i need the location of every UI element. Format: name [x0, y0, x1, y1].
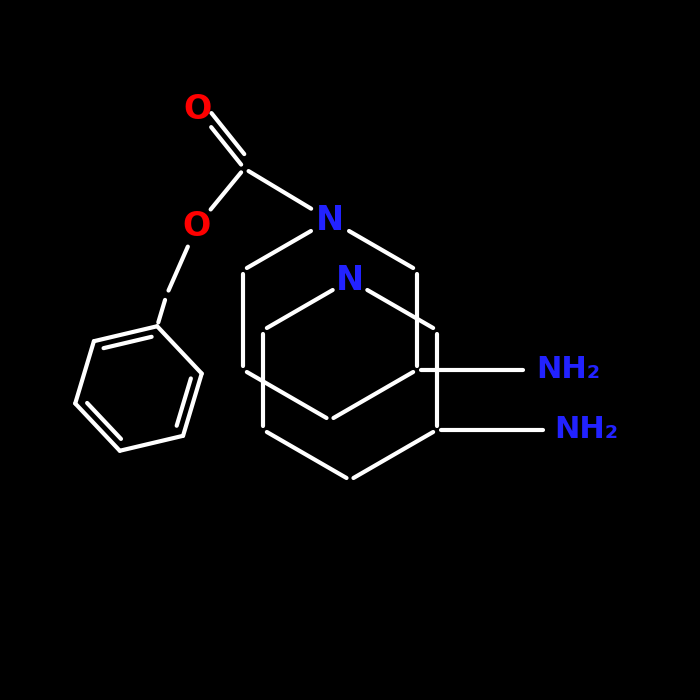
Text: NH₂: NH₂: [537, 356, 601, 384]
Text: NH₂: NH₂: [554, 416, 619, 444]
Text: N: N: [316, 204, 344, 237]
Text: O: O: [183, 93, 211, 127]
Text: N: N: [336, 263, 364, 297]
Text: O: O: [183, 210, 211, 243]
